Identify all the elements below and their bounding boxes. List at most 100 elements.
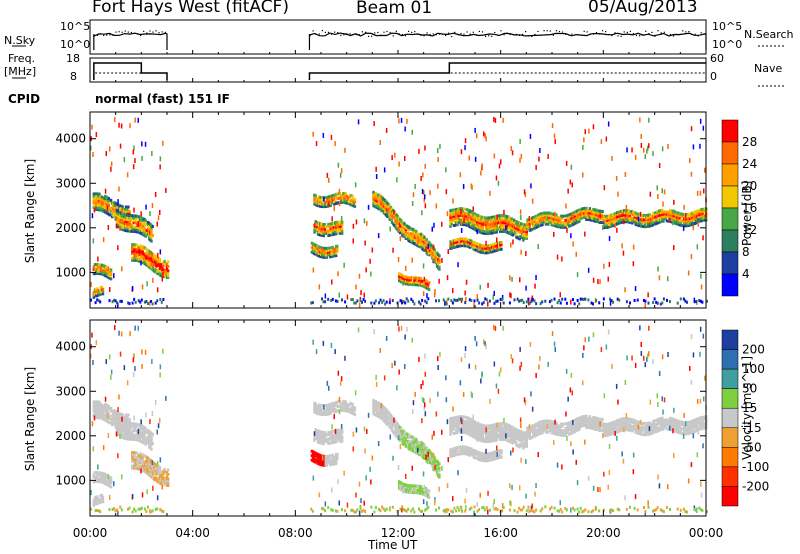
power-cell [620,216,624,220]
velocity-cell [428,450,432,454]
power-ground-cell [350,298,353,302]
power-noise-cell [426,293,428,299]
strip-traces [93,30,707,80]
velocity-cell [96,495,99,499]
power-ground-cell [533,299,536,303]
power-cell [556,216,559,220]
nsearch-dot [426,32,428,34]
power-cell [613,212,617,216]
nsearch-dot [488,35,490,37]
power-cell [126,220,129,224]
power-cell [686,215,689,219]
power-noise-cell [437,148,439,154]
power-noise-cell [141,155,143,161]
velocity-cell [93,471,97,475]
velocity-cell [104,475,107,479]
power-cell [474,215,478,219]
power-noise-cell [156,221,158,227]
power-cell [526,225,529,229]
power-noise-cell [474,156,477,162]
power-cell [433,250,436,254]
power-noise-cell [692,144,695,150]
velocity-cell [332,410,336,414]
power-cell [641,220,644,224]
power-cell [492,224,495,228]
velocity-cell [450,423,453,427]
power-ground-cell [435,299,437,303]
nsearch-dot [648,33,650,35]
power-cell [158,271,162,275]
power-noise-cell [460,228,463,233]
power-noise-cell [476,229,478,235]
velocity-cell [328,441,331,445]
power-noise-cell [115,223,118,229]
power-ground-cell [616,297,619,301]
nsearch-dot [481,31,484,33]
power-cell [387,207,390,211]
nsearch-dot [337,32,339,34]
power-cell [475,218,479,221]
power-noise-cell [667,144,669,149]
power-cell [691,220,694,224]
power-cell [505,230,509,234]
power-noise-cell [523,189,526,195]
power-cell [561,223,564,227]
velocity-cell [413,443,417,447]
power-cell [166,264,170,268]
power-cell [331,230,335,234]
power-ground-cell [636,298,639,302]
power-ground-cell [410,297,413,301]
power-cell [351,201,354,205]
velocity-cell [469,428,472,432]
power-cell [588,207,592,211]
power-noise-cell [599,279,601,285]
velocity-cell [343,406,346,410]
velocity-cell [327,430,330,434]
power-noise-cell [465,296,467,302]
power-cell [695,216,699,220]
velocity-cell [159,471,163,475]
power-ground-cell [322,300,325,304]
velocity-cell [336,452,339,456]
nsearch-tick-top: 10^5 [712,20,743,33]
power-noise-cell [493,116,495,122]
power-cell [411,234,414,238]
power-cell [410,231,413,235]
velocity-cell [395,421,398,425]
velocity-cell [139,459,142,462]
cpid-label: CPID [8,92,41,106]
power-noise-cell [157,215,160,221]
power-cell [98,263,101,267]
power-cell [395,215,398,219]
power-noise-cell [640,133,642,139]
velocity-cell [428,496,431,500]
power-cell [165,262,169,266]
power-noise-cell [434,256,436,262]
nsearch-dot [660,32,662,34]
power-cell [655,219,658,223]
power-noise-cell [639,117,641,123]
power-ground-cell [359,298,362,302]
power-cell [496,248,500,252]
power-ground-cell [362,298,365,301]
velocity-cell [408,436,411,440]
power-cell [336,244,339,248]
power-cell [473,212,476,216]
power-cell [404,280,408,284]
velocity-cell [93,402,97,406]
velocity-cell [415,442,418,446]
power-ground-cell [522,301,525,304]
power-cell [457,207,460,211]
power-noise-cell [437,183,439,189]
power-cell [618,214,621,218]
velocity-cell [485,424,488,428]
power-cell [336,225,339,229]
velocity-cell [158,466,162,469]
power-noise-cell [392,247,394,253]
power-noise-cell [483,131,485,137]
power-ground-cell [327,297,330,301]
power-cell [341,222,344,226]
power-cell [507,224,510,228]
power-cell [487,227,490,231]
power-cell [126,224,129,228]
